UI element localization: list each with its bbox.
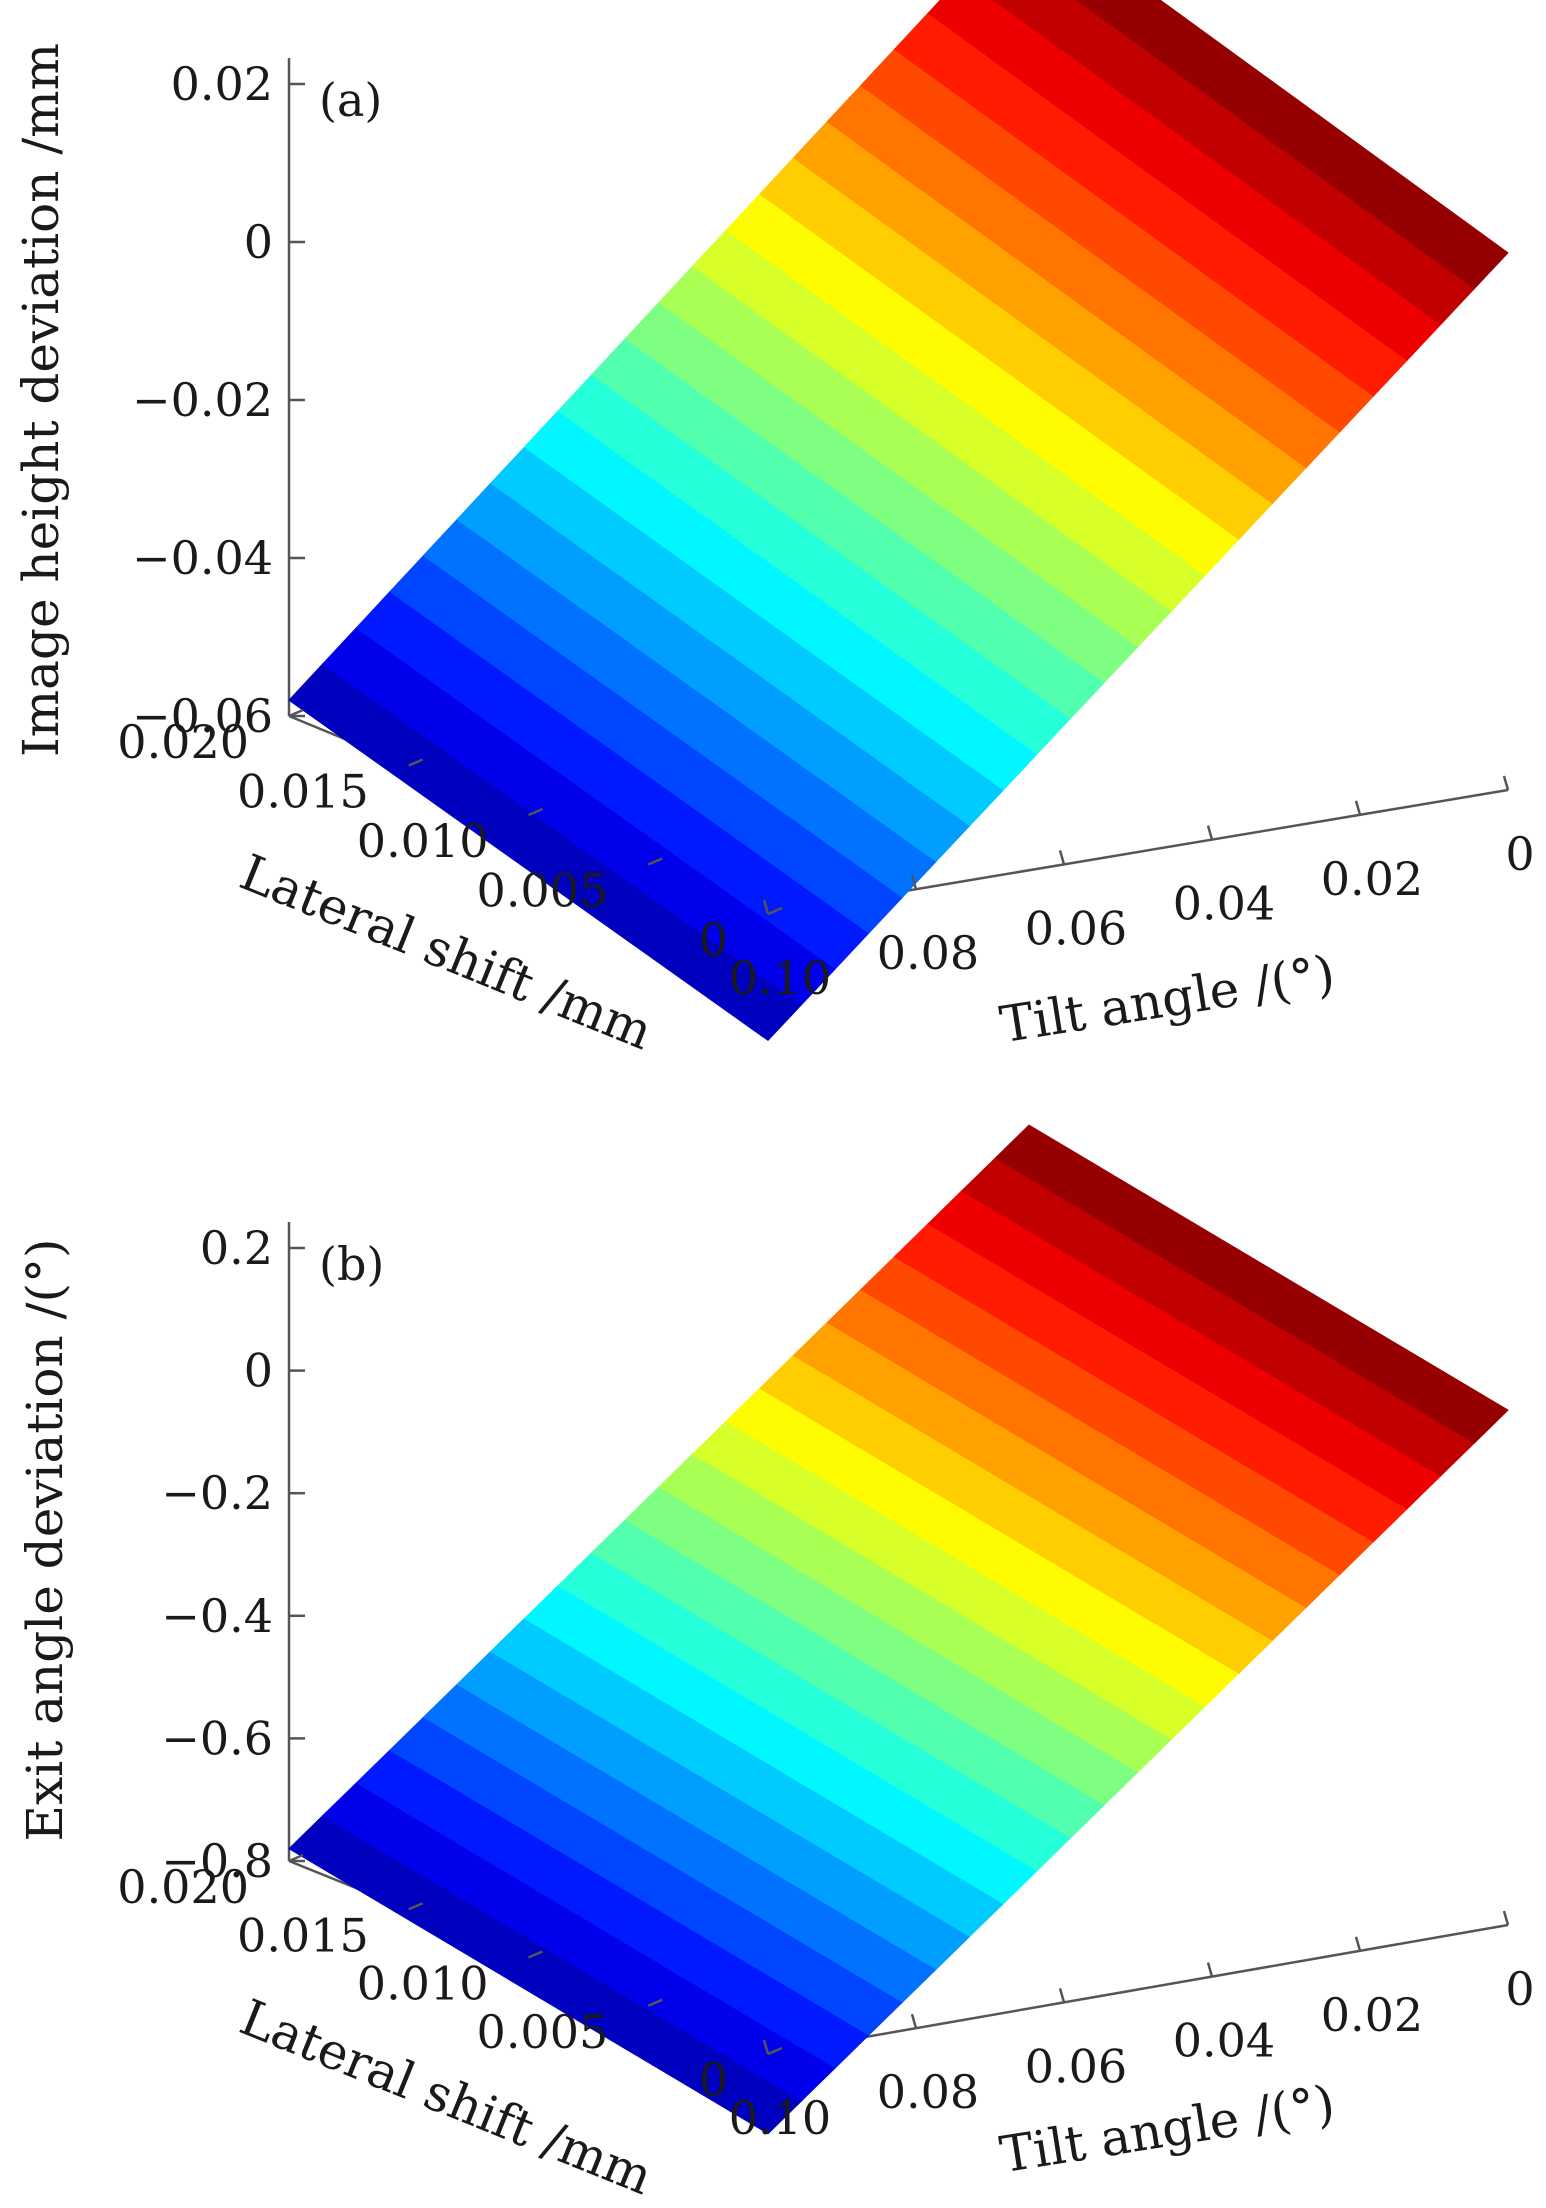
tilt-tick-label: 0.10 bbox=[729, 2091, 831, 2145]
shift-tick-mark bbox=[408, 758, 424, 767]
shift-tick-mark bbox=[528, 1950, 543, 1959]
z-tick-label: −0.6 bbox=[161, 1711, 273, 1765]
z-tick-label: −0.2 bbox=[161, 1466, 273, 1520]
tilt-tick-label: 0.02 bbox=[1321, 852, 1423, 906]
z-tick-label: 0.2 bbox=[200, 1221, 273, 1275]
surface bbox=[288, 0, 1509, 1042]
tilt-tick-label: 0 bbox=[1505, 827, 1534, 881]
surface-band bbox=[1075, 0, 1509, 290]
tilt-tick-mark bbox=[1058, 850, 1066, 865]
tilt-tick-label: 0.02 bbox=[1321, 1988, 1423, 2042]
shift-tick-label: 0.010 bbox=[357, 1957, 489, 2011]
surface-band bbox=[994, 1124, 1509, 1444]
shift-tick-mark bbox=[528, 807, 543, 817]
tilt-tick-mark bbox=[1206, 825, 1214, 840]
tilt-tick-label: 0.04 bbox=[1173, 2014, 1275, 2068]
shift-tick-mark bbox=[767, 2046, 783, 2056]
tilt-tick-mark bbox=[762, 899, 770, 915]
shift-tick-label: 0.015 bbox=[237, 1908, 369, 1962]
panel-label: (b) bbox=[319, 1237, 384, 1291]
shift-tick-mark bbox=[288, 1853, 304, 1863]
shift-tick-label: 0.020 bbox=[117, 715, 249, 769]
tilt-tick-mark bbox=[1502, 1910, 1510, 1926]
tilt-axis-label: Tilt angle /(°) bbox=[996, 944, 1339, 1054]
shift-tick-mark bbox=[288, 708, 304, 718]
shift-tick-mark bbox=[647, 1998, 663, 2007]
z-tick-label: −0.4 bbox=[161, 1589, 273, 1643]
tilt-tick-mark bbox=[910, 2013, 918, 2029]
z-tick-label: 0.02 bbox=[171, 57, 273, 111]
tilt-tick-label: 0.04 bbox=[1173, 877, 1275, 931]
shift-tick-label: 0.005 bbox=[477, 864, 609, 918]
tilt-tick-mark bbox=[1502, 775, 1510, 791]
z-tick-label: −0.04 bbox=[132, 531, 273, 585]
z-axis-label: Exit angle deviation /(°) bbox=[16, 1239, 74, 1842]
shift-tick-label: 0 bbox=[699, 2053, 728, 2107]
z-axis-label: Image height deviation /mm bbox=[12, 43, 70, 757]
tilt-tick-label: 0.10 bbox=[729, 951, 831, 1005]
surface bbox=[288, 1124, 1509, 2135]
tilt-tick-label: 0.06 bbox=[1025, 2039, 1127, 2093]
chart-panel-b: 0.20−0.2−0.4−0.6−0.80.0200.0150.0100.005… bbox=[16, 1124, 1535, 2206]
tilt-tick-label: 0.06 bbox=[1025, 901, 1127, 955]
shift-tick-label: 0.015 bbox=[237, 765, 369, 819]
tilt-axis-line bbox=[767, 1923, 1509, 2056]
panel-label: (a) bbox=[319, 73, 382, 127]
z-tick-label: −0.8 bbox=[161, 1834, 273, 1888]
shift-tick-mark bbox=[647, 857, 663, 866]
tilt-tick-mark bbox=[762, 2039, 770, 2055]
shift-tick-mark bbox=[408, 1902, 424, 1911]
tilt-tick-mark bbox=[1058, 1988, 1066, 2003]
z-tick-label: −0.02 bbox=[132, 373, 273, 427]
z-tick-label: −0.06 bbox=[132, 689, 273, 743]
shift-tick-label: 0.005 bbox=[477, 2005, 609, 2059]
tilt-tick-label: 0.08 bbox=[877, 2065, 979, 2119]
shift-tick-mark bbox=[767, 906, 783, 916]
tilt-tick-mark bbox=[1354, 1936, 1362, 1952]
z-tick-label: 0 bbox=[244, 1344, 273, 1398]
shift-tick-label: 0.010 bbox=[357, 814, 489, 868]
chart-panel-a: 0.020−0.02−0.04−0.060.0200.0150.0100.005… bbox=[12, 0, 1535, 1061]
shift-tick-label: 0 bbox=[699, 913, 728, 967]
tilt-tick-mark bbox=[1206, 1962, 1214, 1977]
tilt-tick-mark bbox=[1354, 800, 1362, 816]
tilt-tick-label: 0 bbox=[1505, 1962, 1534, 2016]
tilt-tick-label: 0.08 bbox=[877, 926, 979, 980]
tilt-tick-mark bbox=[910, 874, 918, 890]
shift-tick-label: 0.020 bbox=[117, 1860, 249, 1914]
z-tick-label: 0 bbox=[244, 215, 273, 269]
